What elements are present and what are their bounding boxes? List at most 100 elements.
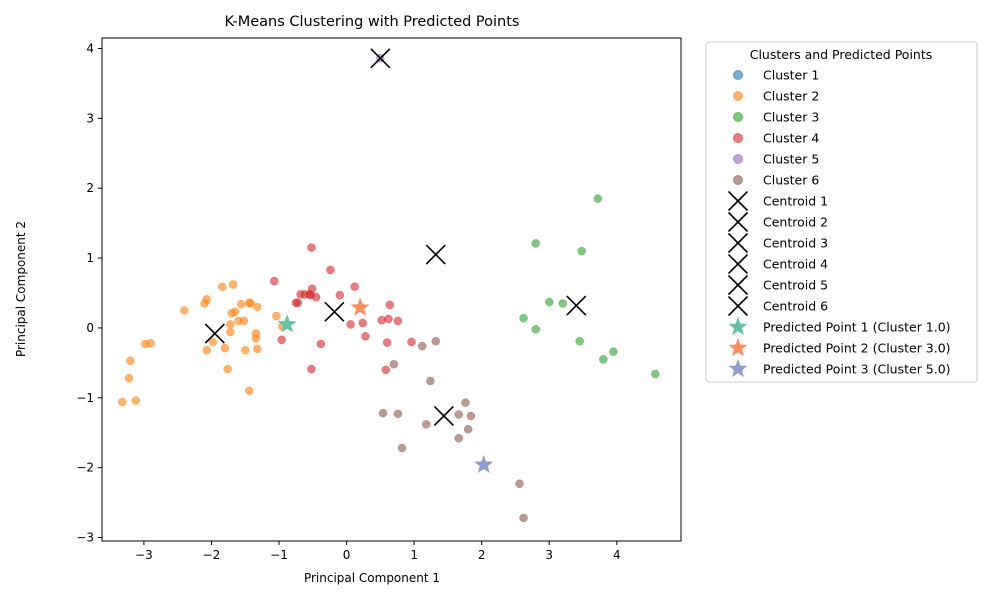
data-point: [245, 386, 254, 396]
y-tick-label: 0: [86, 321, 94, 335]
data-point: [531, 325, 540, 334]
data-point: [397, 443, 407, 453]
centroid-marker-3: [425, 244, 446, 265]
legend-marker-centroid-3: [727, 232, 749, 254]
data-point: [393, 409, 403, 419]
data-point: [236, 299, 246, 309]
data-point: [519, 313, 528, 323]
data-point: [593, 194, 603, 203]
legend-marker-centroid-1: [727, 190, 749, 212]
data-point: [382, 338, 392, 347]
legend-marker-cluster-6: [733, 175, 743, 185]
legend-label-cluster-3: Cluster 3: [763, 110, 819, 125]
data-point: [519, 513, 528, 523]
data-point: [293, 298, 303, 308]
data-point: [311, 292, 321, 302]
legend-label-predicted-2: Predicted Point 2 (Cluster 3.0): [763, 341, 951, 356]
data-point: [463, 424, 473, 434]
y-tick-label: 2: [86, 181, 94, 195]
legend-label-predicted-1: Predicted Point 1 (Cluster 1.0): [763, 320, 951, 335]
x-axis: −3 −2 −1 0 1 2 3 4: [135, 541, 621, 562]
data-point: [307, 284, 317, 294]
legend-marker-cluster-2: [733, 91, 743, 101]
y-tick-label: 4: [86, 41, 94, 55]
legend-marker-cluster-5: [733, 154, 743, 164]
data-point: [239, 316, 249, 326]
data-point: [326, 265, 335, 275]
centroids: [204, 48, 587, 427]
data-point: [220, 343, 230, 353]
chart-title: K-Means Clustering with Predicted Points: [225, 14, 520, 30]
data-point: [385, 300, 395, 310]
x-tick-label: −3: [135, 548, 153, 562]
data-point: [270, 276, 279, 286]
y-tick-label: −1: [76, 391, 94, 405]
data-point: [350, 282, 359, 291]
data-point: [118, 397, 127, 407]
y-tick-label: −3: [76, 531, 94, 545]
legend-label-centroid-1: Centroid 1: [763, 194, 828, 209]
data-point: [651, 369, 660, 379]
data-point: [431, 336, 440, 346]
data-point: [384, 314, 393, 324]
data-point: [417, 341, 427, 351]
legend-marker-cluster-1: [733, 70, 743, 80]
legend-label-centroid-5: Centroid 5: [763, 278, 828, 293]
data-point: [335, 290, 345, 300]
data-point: [515, 479, 524, 488]
legend-frame: [705, 41, 978, 383]
data-point: [381, 365, 391, 375]
data-point: [426, 376, 435, 386]
legend-marker-cluster-4: [733, 133, 743, 143]
data-point: [228, 280, 238, 289]
legend-label-centroid-6: Centroid 6: [763, 299, 828, 314]
data-point: [202, 346, 211, 355]
data-point: [253, 344, 262, 354]
y-tick-label: 3: [86, 111, 94, 125]
data-point: [251, 334, 261, 343]
plot-frame: [101, 37, 682, 542]
legend-label-centroid-2: Centroid 2: [763, 215, 828, 230]
data-point: [358, 318, 368, 328]
legend-label-cluster-2: Cluster 2: [763, 89, 819, 104]
centroid-marker-1: [204, 323, 225, 344]
centroid-marker-2: [370, 48, 391, 69]
x-tick-label: 4: [613, 548, 621, 562]
data-point: [246, 299, 255, 308]
data-point: [307, 243, 316, 252]
y-axis-label: Principal Component 2: [14, 221, 28, 357]
legend-marker-centroid-6: [727, 295, 749, 317]
data-point: [454, 410, 463, 419]
data-point: [545, 297, 554, 307]
x-tick-label: −1: [270, 548, 288, 562]
data-point: [272, 311, 281, 321]
data-point: [558, 299, 568, 308]
series-cluster-6: [378, 336, 528, 523]
data-point: [226, 327, 235, 337]
legend-label-cluster-4: Cluster 4: [763, 131, 819, 146]
y-axis: −3 −2 −1 0 1 2 3 4: [76, 41, 102, 545]
data-point: [393, 316, 403, 326]
data-point: [240, 346, 250, 355]
plot-area: [101, 37, 682, 542]
legend-label-cluster-6: Cluster 6: [763, 173, 819, 188]
x-tick-label: 1: [410, 548, 418, 562]
centroid-marker-6: [433, 405, 454, 427]
data-point: [307, 364, 316, 374]
data-point: [346, 320, 355, 329]
data-point: [461, 398, 470, 407]
legend-label-centroid-3: Centroid 3: [763, 236, 828, 251]
legend-marker-centroid-5: [727, 274, 749, 296]
data-point: [422, 420, 431, 429]
data-point: [407, 337, 416, 347]
x-tick-label: 0: [343, 548, 351, 562]
series-cluster-4: [270, 243, 416, 375]
data-point: [575, 336, 584, 346]
predicted-points: [277, 297, 494, 473]
data-point: [531, 239, 540, 248]
legend-label-predicted-3: Predicted Point 3 (Cluster 5.0): [763, 362, 951, 377]
data-point: [609, 347, 618, 356]
y-tick-label: 1: [86, 251, 94, 265]
series-cluster-3: [519, 194, 660, 379]
legend-items: Cluster 1 Cluster 2 Cluster 3 Cluster 4 Clus…: [727, 68, 951, 378]
